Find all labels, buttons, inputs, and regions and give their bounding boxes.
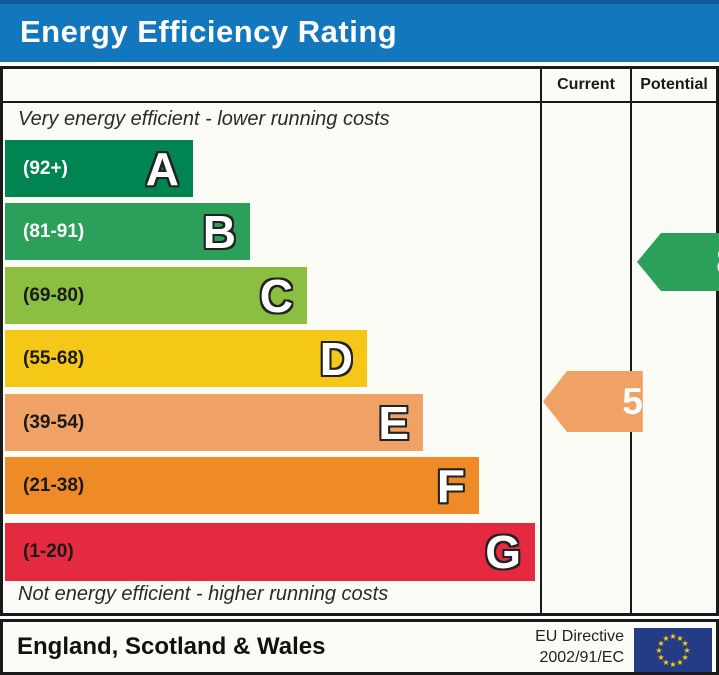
band-e-letter: E [378, 396, 409, 449]
band-b-letter: B [202, 205, 236, 258]
band-a-range-label: (92+) [23, 157, 68, 179]
svg-text:★: ★ [676, 658, 683, 667]
page-title: Energy Efficiency Rating [20, 14, 398, 49]
svg-text:★: ★ [662, 658, 669, 667]
band-f-range-label: (21-38) [23, 474, 85, 496]
eu-directive-label: EU Directive 2002/91/EC [535, 626, 624, 668]
eu-directive-line2: 2002/91/EC [539, 649, 624, 666]
title-bar: Energy Efficiency Rating [0, 0, 719, 62]
svg-text:★: ★ [657, 653, 664, 662]
svg-text:★: ★ [657, 639, 664, 648]
band-c-range-label: (69-80) [23, 284, 85, 306]
band-c: (69-80) C [5, 267, 307, 324]
svg-text:★: ★ [682, 653, 689, 662]
current-column-divider [540, 69, 542, 613]
svg-text:★: ★ [682, 639, 689, 648]
band-e-range-label: (39-54) [23, 411, 85, 433]
svg-text:★: ★ [662, 634, 669, 643]
svg-text:★: ★ [676, 634, 683, 643]
band-b-range-label: (81-91) [23, 220, 85, 242]
rating-chart: Current Potential Very energy efficient … [0, 66, 719, 616]
top-caption: Very energy efficient - lower running co… [18, 108, 390, 130]
svg-text:★: ★ [669, 632, 676, 641]
band-a-letter: A [145, 142, 179, 195]
band-a: (92+) A [5, 140, 193, 197]
bottom-caption: Not energy efficient - higher running co… [18, 583, 389, 605]
band-f-letter: F [436, 459, 465, 512]
svg-text:★: ★ [683, 646, 690, 655]
current-value-tag: 52 [543, 371, 643, 432]
band-g-letter: G [485, 526, 521, 578]
potential-column-divider [630, 69, 632, 613]
eu-flag-icon: ★ ★ ★ ★ ★ ★ ★ ★ ★ ★ ★ ★ [634, 628, 712, 672]
footer: England, Scotland & Wales EU Directive 2… [0, 619, 719, 675]
band-d-range-label: (55-68) [23, 347, 85, 369]
band-b: (81-91) B [5, 203, 250, 260]
band-g: (1-20) G [5, 523, 535, 581]
current-column-header: Current [557, 76, 615, 93]
potential-column-header: Potential [640, 76, 708, 93]
band-d-letter: D [319, 332, 353, 385]
band-d: (55-68) D [5, 330, 367, 387]
potential-value: 81 [716, 241, 719, 283]
eu-directive-line1: EU Directive [535, 628, 624, 645]
svg-text:★: ★ [655, 646, 662, 655]
band-g-range-label: (1-20) [23, 541, 74, 562]
current-value: 52 [622, 380, 664, 422]
band-e: (39-54) E [5, 394, 423, 451]
band-f: (21-38) F [5, 457, 479, 514]
potential-value-tag: 81 [637, 233, 719, 291]
band-c-letter: C [259, 269, 293, 322]
svg-text:★: ★ [669, 660, 676, 669]
header-divider [3, 101, 716, 103]
region-label: England, Scotland & Wales [17, 633, 326, 660]
